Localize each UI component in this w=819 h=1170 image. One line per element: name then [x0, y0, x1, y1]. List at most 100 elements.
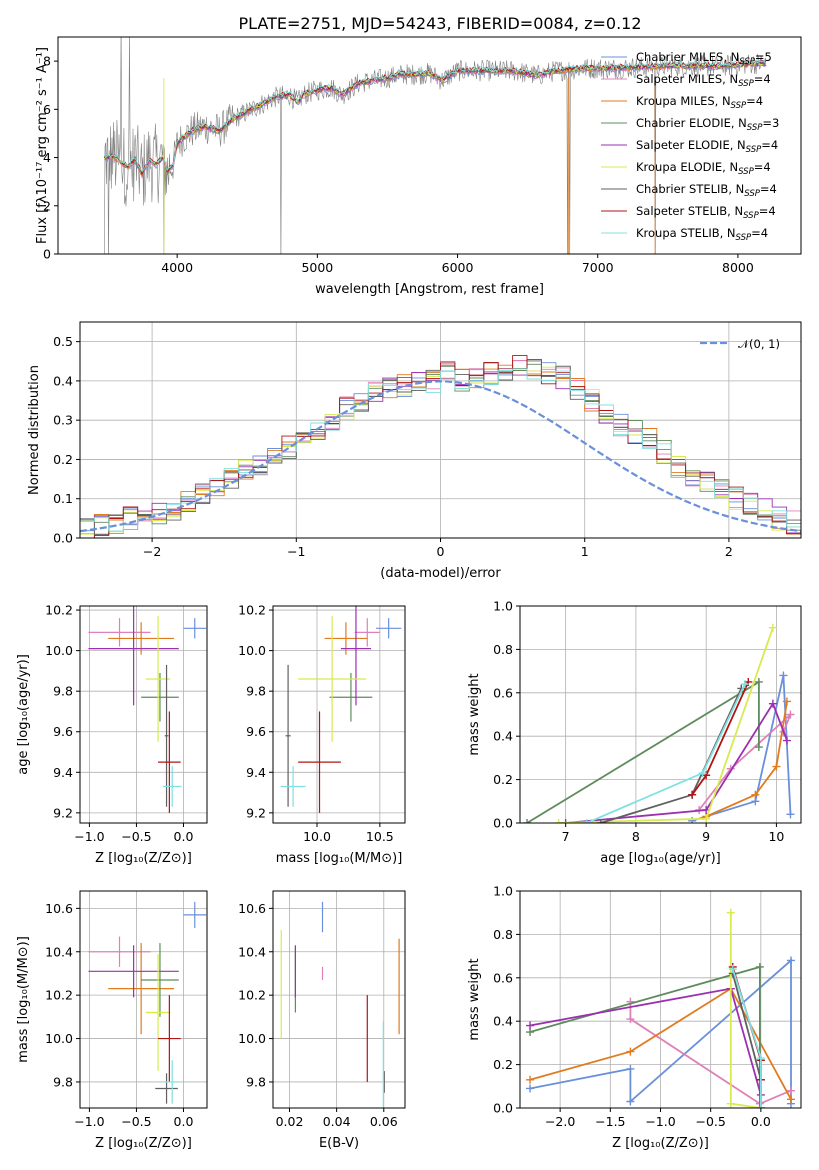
errorbar-salpeter-miles	[88, 936, 151, 967]
axes: −2.0 −1.5 −1.0 −0.5 0.0 0.0 0.2 0.4 0.6 0.8 1.0 Z […	[467, 884, 802, 1151]
x-axis-label: mass [log₁₀(M/M⊙)]	[276, 851, 403, 866]
data-point	[786, 1086, 795, 1095]
panel-age-vs-Z: −1.0 −0.5 0.0 9.2 9.4 9.6 9.8 10.0 10.2 Z [log₁₀(…	[16, 603, 208, 866]
y-tick-label: 0.4	[53, 373, 73, 388]
x-tick-label: −1	[287, 544, 305, 559]
data-point	[726, 1099, 735, 1108]
x-tick-label: 10.5	[366, 829, 394, 844]
y-tick-label: 9.8	[53, 684, 73, 699]
x-tick-label: 4000	[161, 260, 193, 275]
axes-frame	[79, 605, 208, 824]
axes-frame	[79, 890, 208, 1109]
legend: Chabrier MILES, NSSP=5 Salpeter MILES, NS…	[601, 50, 779, 243]
y-tick-label: 0.2	[53, 452, 73, 467]
panel-mass-weight-vs-age: 7 8 9 10 0.0 0.2 0.4 0.6 0.8 1.0 age [log₁₀(age/yr…	[467, 599, 802, 866]
plot-area	[280, 901, 400, 1108]
y-axis-label: mass weight	[467, 958, 482, 1040]
series-line	[629, 1001, 792, 1105]
errorbar-salpeter-elodie	[340, 606, 372, 706]
series-chabrier-elodie	[523, 677, 763, 823]
x-tick-label: 7	[562, 829, 570, 844]
x-tick-label: −1.0	[74, 1114, 104, 1129]
errorbar-kroupa-stelib	[280, 766, 306, 807]
panel-residual-histogram: −2 −1 0 1 2 0.0 0.1 0.2 0.3 0.4 0.5 (data-model)/er…	[27, 321, 802, 581]
errorbar-kroupa-elodie	[145, 953, 171, 1072]
errorbar-salpeter-stelib	[158, 711, 181, 813]
y-tick-label: 10.0	[238, 1031, 266, 1046]
legend-entry: Kroupa MILES, NSSP=4	[636, 94, 763, 111]
x-axis-label: (data-model)/error	[380, 566, 501, 581]
data-point	[626, 1015, 635, 1024]
errorbar-kroupa-miles	[108, 622, 175, 655]
errorbar-kroupa-miles	[324, 622, 368, 655]
data-point	[756, 1054, 765, 1063]
errorbar-salpeter-stelib	[298, 711, 341, 813]
axes-frame	[272, 890, 406, 1109]
y-tick-label: 0.4	[493, 729, 513, 744]
data-point	[779, 671, 788, 680]
data-point	[688, 816, 697, 823]
y-tick-label: 10.4	[238, 944, 266, 959]
y-tick-label: 0.0	[53, 531, 73, 546]
errorbar-kroupa-elodie	[298, 616, 367, 742]
y-tick-label: 10.0	[238, 643, 266, 658]
panel-age-vs-mass: 10.0 10.5 9.2 9.4 9.6 9.8 10.0 10.2 mass [log₁₀(…	[238, 603, 406, 866]
axes: −2 −1 0 1 2 0.0 0.1 0.2 0.3 0.4 0.5 (data-model)/er…	[27, 321, 802, 581]
y-tick-label: 0.6	[493, 685, 513, 700]
y-tick-label: 0.1	[53, 491, 73, 506]
y-tick-label: 9.8	[53, 1074, 73, 1089]
errorbar-chabrier-miles	[376, 618, 402, 639]
x-tick-label: −2	[143, 544, 161, 559]
y-tick-label: 10.2	[238, 988, 266, 1003]
model-kroupa-stelib	[103, 58, 767, 173]
data-point	[526, 1084, 535, 1093]
y-tick-label: 9.8	[246, 1074, 266, 1089]
x-tick-label: −1.0	[645, 1114, 675, 1129]
legend: 𝒩(0, 1)	[700, 337, 780, 351]
data-point	[740, 680, 749, 689]
data-point	[768, 623, 777, 632]
data-point	[523, 819, 532, 823]
errorbar-kroupa-miles	[108, 943, 175, 1035]
x-axis-label: wavelength [Angstrom, rest frame]	[315, 282, 544, 297]
y-tick-label: 10.2	[45, 603, 73, 618]
plot-area	[526, 908, 795, 1108]
axes-frame	[519, 605, 802, 824]
x-tick-label: −0.5	[121, 829, 151, 844]
errorbar-salpeter-elodie	[88, 945, 179, 998]
x-tick-label: 10	[768, 829, 784, 844]
y-tick-label: 0.2	[493, 772, 513, 787]
errorbar-chabrier-miles	[183, 618, 207, 639]
x-tick-label: 7000	[582, 260, 614, 275]
errorbar-chabrier-stelib	[164, 664, 169, 807]
series-salpeter-elodie	[561, 699, 791, 823]
errorbar-chabrier-elodie	[329, 672, 373, 722]
y-tick-label: 0.0	[493, 1101, 513, 1116]
x-tick-label: 9	[702, 829, 710, 844]
x-tick-label: −2.0	[545, 1114, 575, 1129]
x-tick-label: 1	[581, 544, 589, 559]
series-chabrier-elodie	[526, 962, 764, 1108]
y-tick-label: 8	[43, 54, 51, 69]
legend-entry: Salpeter MILES, NSSP=4	[636, 72, 771, 89]
series-line	[691, 675, 792, 822]
x-axis-label: Z [log₁₀(Z/Z⊙)]	[95, 1136, 192, 1151]
series-chabrier-miles	[526, 956, 795, 1108]
x-tick-label: 0.0	[751, 1114, 771, 1129]
data-point	[754, 743, 763, 752]
y-tick-label: 0.8	[493, 642, 513, 657]
series-kroupa-stelib	[582, 680, 749, 823]
series-line	[558, 627, 774, 823]
y-tick-label: 9.2	[246, 805, 266, 820]
x-tick-label: 0.06	[370, 1114, 398, 1129]
y-tick-label: 1.0	[493, 599, 513, 614]
series-chabrier-stelib	[596, 684, 746, 823]
errorbar-chabrier-miles	[183, 901, 207, 928]
y-tick-label: 10.0	[45, 1031, 73, 1046]
y-axis-label: Flux [fλ10⁻¹⁷ erg cm⁻² s⁻¹ A⁻¹]	[35, 47, 50, 244]
data-point	[698, 769, 707, 778]
figure-title: PLATE=2751, MJD=54243, FIBERID=0084, z=0…	[238, 14, 641, 33]
panel-mass-vs-Z: −1.0 −0.5 0.0 9.8 10.0 10.2 10.4 10.6 Z [log₁₀(Z…	[16, 890, 208, 1151]
panel-mass-weight-vs-Z: −2.0 −1.5 −1.0 −0.5 0.0 0.0 0.2 0.4 0.6 0.8 1.0 Z […	[467, 884, 802, 1151]
